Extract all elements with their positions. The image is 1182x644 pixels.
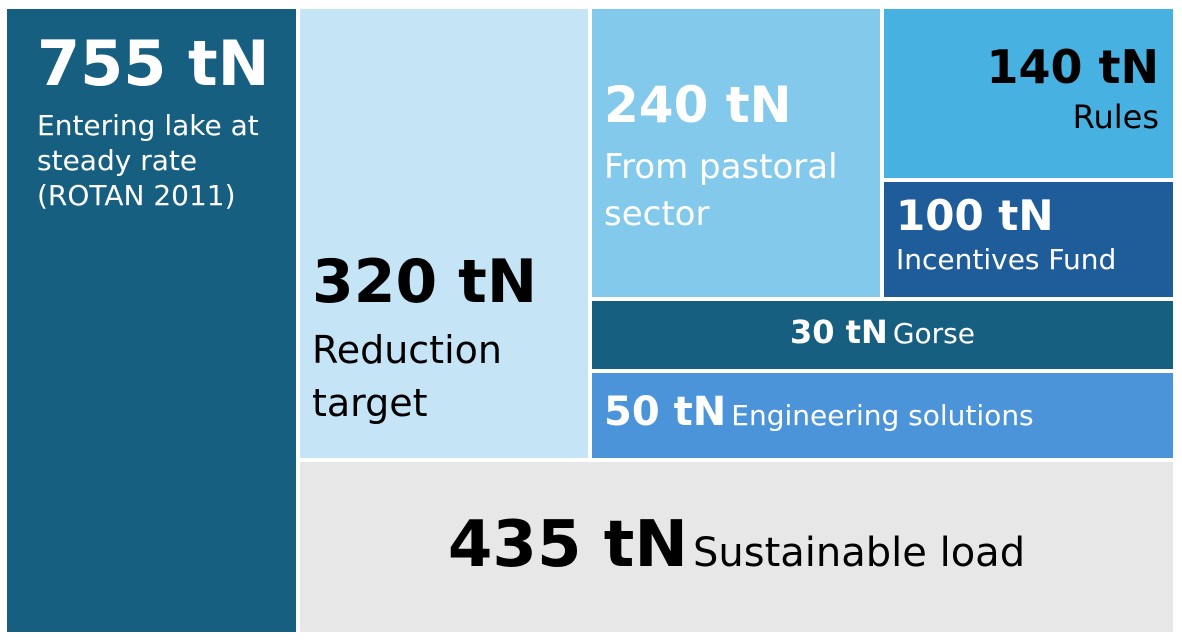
block-label: (ROTAN 2011) [37,179,236,213]
block-label: From pastoral [604,146,838,187]
block-label: Entering lake at [37,109,259,143]
block-label: Engineering solutions [731,399,1034,432]
block: 50 tN Engineering solutions [592,373,1173,458]
block-label: steady rate [37,144,198,178]
block: 755 tN Entering lake at steady rate (ROTAN … [7,9,296,632]
block-label: Incentives Fund [896,243,1117,277]
block: 435 tN Sustainable load [300,462,1173,632]
block-value: 435 tN [447,508,688,582]
block: 240 tN From pastoral sector [592,9,880,297]
block-value: 755 tN [37,27,270,100]
block: 320 tN Reduction target [300,9,588,458]
block-label: target [312,381,428,426]
block-value: 100 tN [896,191,1054,240]
block-label: Gorse [892,317,975,350]
block-value: 30 tN [790,313,888,351]
block: 100 tN Incentives Fund [884,182,1173,297]
block-label: Rules [1072,98,1159,137]
block-value: 240 tN [604,76,792,134]
block-value: 320 tN [312,247,538,317]
block: 140 tN Rules [884,9,1173,178]
block-label: Reduction [312,328,502,372]
block-value: 50 tN [604,389,727,435]
block: 30 tN Gorse [592,301,1173,369]
block-label: Sustainable load [693,530,1026,576]
block-value: 140 tN [986,40,1159,94]
block-label: sector [604,194,710,235]
